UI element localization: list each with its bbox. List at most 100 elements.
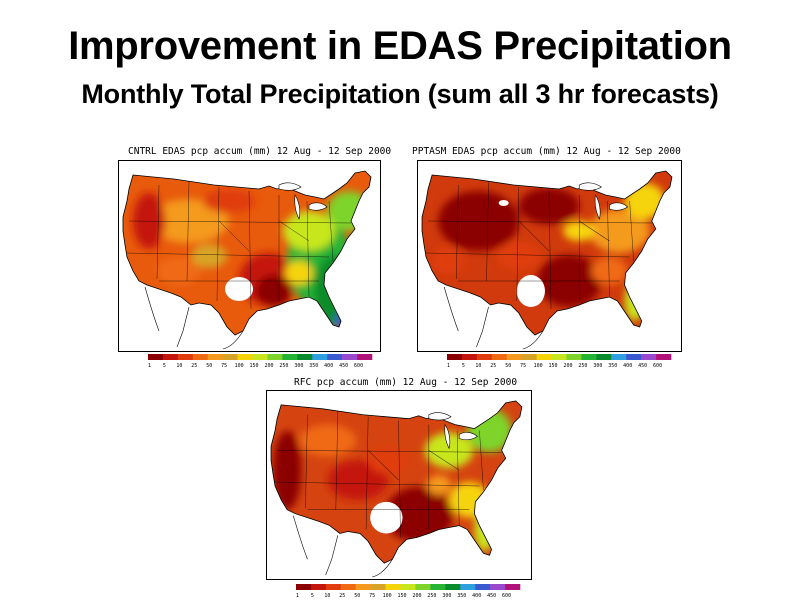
colorbar-swatch [355, 584, 371, 590]
colorbar-tick-label: 75 [369, 593, 375, 599]
colorbar-swatch [611, 354, 627, 360]
colorbar-swatch [327, 354, 343, 360]
colorbar-swatch [641, 354, 657, 360]
colorbar-swatch [252, 354, 268, 360]
colorbar-swatch [430, 584, 446, 590]
colorbar-swatch [400, 584, 416, 590]
colorbar-tick-label: 10 [176, 363, 182, 369]
colorbar-swatch [207, 354, 223, 360]
colorbar-swatch [237, 354, 253, 360]
colorbar-tick-label: 5 [163, 363, 166, 369]
colorbar-tick-label: 50 [354, 593, 360, 599]
colorbar-swatch [505, 584, 521, 590]
colorbar-tick-label: 300 [442, 593, 451, 599]
colorbar-swatch [626, 354, 642, 360]
colorbar-swatch [385, 584, 401, 590]
colorbar-swatch [447, 354, 463, 360]
colorbar-swatch [370, 584, 386, 590]
colorbar-swatch [222, 354, 238, 360]
colorbar-swatch [506, 354, 522, 360]
precip-map-pptasm [421, 170, 673, 350]
panel-title-pptasm: PPTASM EDAS pcp accum (mm) 12 Aug - 12 S… [412, 146, 681, 157]
colorbar-swatch [357, 354, 373, 360]
colorbar-tick-label: 450 [487, 593, 496, 599]
map-pptasm [417, 160, 682, 352]
colorbar-swatch [476, 354, 493, 360]
colorbar-swatch [566, 354, 582, 360]
colorbar-swatch [536, 354, 552, 360]
colorbar-tick-label: 150 [250, 363, 259, 369]
colorbar-tick-label: 100 [534, 363, 543, 369]
colorbar-tick-label: 25 [191, 363, 197, 369]
colorbar-swatch [490, 584, 506, 590]
colorbar-tick-label: 25 [490, 363, 496, 369]
colorbar-swatch [310, 584, 327, 590]
colorbar-tick-label: 75 [221, 363, 227, 369]
colorbar-tick-label: 5 [462, 363, 465, 369]
colorbar-tick-label: 1 [447, 363, 450, 369]
colorbar-swatch [461, 354, 478, 360]
colorbar-tick-label: 100 [383, 593, 392, 599]
colorbar-swatch [491, 354, 508, 360]
colorbar-tick-label: 200 [563, 363, 572, 369]
colorbar-tick-label: 250 [578, 363, 587, 369]
colorbar-swatch [551, 354, 567, 360]
colorbar-tick-label: 150 [398, 593, 407, 599]
colorbar-cntrl: 1 5 10 25 50 75 100 150 200 250 300 350 400 450 600 [148, 354, 373, 369]
colorbar-swatch [177, 354, 194, 360]
colorbar-swatch [340, 584, 357, 590]
colorbar-tick-label: 25 [339, 593, 345, 599]
colorbar-tick-label: 5 [311, 593, 314, 599]
colorbar-tick-label: 10 [324, 593, 330, 599]
colorbar-swatch [297, 354, 313, 360]
colorbar-tick-label: 1 [148, 363, 151, 369]
slide-subtitle: Monthly Total Precipitation (sum all 3 h… [81, 79, 719, 109]
colorbar-svg-cntrl: 1 5 10 25 50 75 100 150 200 250 300 350 400 450 600 [148, 354, 373, 369]
colorbar-swatch [267, 354, 283, 360]
colorbar-tick-label: 400 [472, 593, 481, 599]
colorbar-swatch [415, 584, 431, 590]
panel-title-cntrl: CNTRL EDAS pcp accum (mm) 12 Aug - 12 Se… [128, 146, 392, 157]
colorbar-swatch [460, 584, 476, 590]
colorbar-tick-label: 300 [294, 363, 303, 369]
colorbar-swatch [296, 584, 312, 590]
colorbar-tick-label: 100 [235, 363, 244, 369]
colorbar-svg-pptasm: 1 5 10 25 50 75 100 150 200 250 300 350 400 450 600 [447, 354, 672, 369]
colorbar-tick-label: 200 [412, 593, 421, 599]
colorbar-tick-label: 250 [427, 593, 436, 599]
colorbar-pptasm: 1 5 10 25 50 75 100 150 200 250 300 350 400 450 600 [447, 354, 672, 369]
precip-map-cntrl [122, 170, 372, 350]
colorbar-tick-label: 350 [309, 363, 318, 369]
colorbar-tick-label: 600 [653, 363, 662, 369]
colorbar-swatch [656, 354, 672, 360]
colorbar-tick-label: 300 [593, 363, 602, 369]
colorbar-swatch [581, 354, 597, 360]
colorbar-swatch [475, 584, 491, 590]
colorbar-tick-label: 75 [520, 363, 526, 369]
colorbar-tick-label: 150 [549, 363, 558, 369]
colorbar-swatch [445, 584, 461, 590]
colorbar-tick-label: 450 [339, 363, 348, 369]
colorbar-swatch [148, 354, 164, 360]
colorbar-tick-label: 600 [502, 593, 511, 599]
colorbar-rfc: 1 5 10 25 50 75 100 150 200 250 300 350 400 450 600 [296, 584, 521, 599]
colorbar-tick-label: 450 [638, 363, 647, 369]
colorbar-tick-label: 50 [505, 363, 511, 369]
colorbar-tick-label: 400 [324, 363, 333, 369]
map-cntrl [118, 160, 381, 352]
colorbar-swatch [596, 354, 612, 360]
colorbar-swatch [162, 354, 179, 360]
colorbar-swatch [325, 584, 342, 590]
colorbar-swatch [312, 354, 328, 360]
colorbar-swatch [282, 354, 298, 360]
colorbar-tick-label: 600 [354, 363, 363, 369]
colorbar-swatch [342, 354, 358, 360]
map-rfc [266, 390, 532, 580]
colorbar-tick-label: 1 [296, 593, 299, 599]
panel-title-rfc: RFC pcp accum (mm) 12 Aug - 12 Sep 2000 [294, 377, 518, 388]
colorbar-tick-label: 350 [608, 363, 617, 369]
slide-title: Improvement in EDAS Precipitation [68, 24, 732, 68]
colorbar-swatch [521, 354, 537, 360]
colorbar-tick-label: 10 [475, 363, 481, 369]
colorbar-tick-label: 400 [623, 363, 632, 369]
